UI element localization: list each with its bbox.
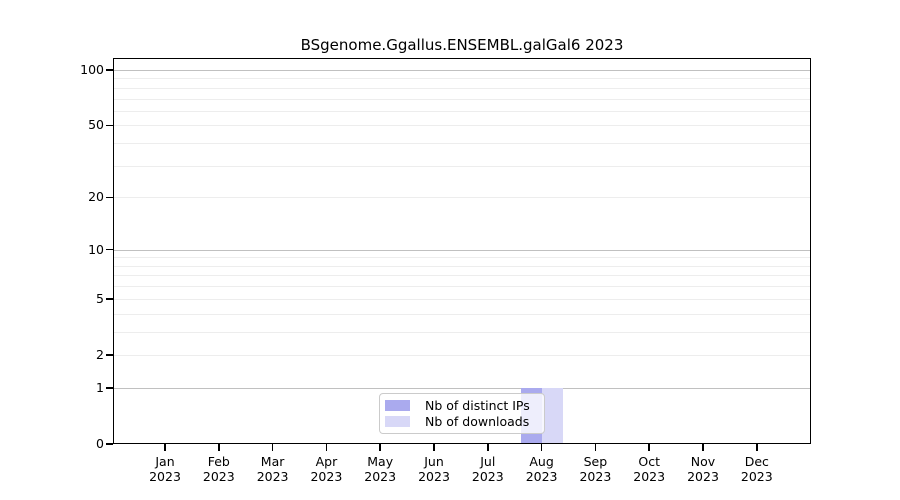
gridline-minor — [114, 143, 810, 145]
gridline-minor — [114, 265, 810, 267]
x-tick-label-year: 2023 — [418, 469, 450, 484]
x-tick-label: Aug 2023 — [510, 454, 574, 484]
x-tick-label: Jan 2023 — [133, 454, 197, 484]
gridline-minor — [114, 98, 810, 100]
y-tick-label: 10 — [88, 241, 104, 257]
x-tick-label: Sep 2023 — [563, 454, 627, 484]
x-tick-label-month: Sep — [583, 454, 608, 469]
x-tick-label-month: May — [367, 454, 394, 469]
gridline-major — [114, 70, 810, 71]
y-tick — [106, 443, 113, 445]
x-tick-label-year: 2023 — [310, 469, 343, 484]
x-tick-label-month: Oct — [638, 454, 660, 469]
x-tick — [218, 444, 220, 451]
x-tick-label-year: 2023 — [579, 469, 612, 484]
gridline-minor — [114, 197, 810, 199]
gridline-minor — [114, 110, 810, 112]
y-tick — [106, 196, 113, 199]
legend-label: Nb of distinct IPs — [425, 398, 530, 413]
x-tick-label: Apr 2023 — [294, 454, 358, 484]
gridline-minor — [114, 78, 810, 80]
y-tick — [106, 354, 113, 356]
x-tick-label-year: 2023 — [364, 469, 397, 484]
gridline-major — [114, 249, 810, 251]
y-tick — [106, 248, 113, 251]
x-tick-label-year: 2023 — [471, 469, 504, 484]
x-tick-label: May 2023 — [348, 454, 412, 484]
x-tick-label-year: 2023 — [202, 469, 235, 484]
x-tick — [164, 444, 166, 451]
y-tick — [106, 69, 113, 71]
x-tick-label-month: Mar — [260, 454, 285, 469]
x-tick-label-year: 2023 — [256, 469, 289, 484]
legend-row: Nb of distinct IPs — [385, 399, 538, 412]
x-tick-label: Mar 2023 — [241, 454, 305, 484]
y-tick — [106, 387, 113, 389]
x-tick — [594, 444, 597, 451]
y-tick-label: 50 — [88, 117, 104, 133]
x-tick — [325, 444, 328, 451]
y-tick-label: 1 — [96, 379, 104, 395]
y-tick — [106, 298, 113, 300]
y-tick-label: 2 — [96, 346, 104, 362]
y-tick-label: 20 — [88, 189, 104, 205]
x-tick-label-month: Aug — [529, 454, 554, 469]
x-tick-label-month: Jun — [424, 454, 444, 469]
x-tick — [702, 444, 704, 451]
x-tick-label-year: 2023 — [740, 469, 773, 484]
legend-swatch — [385, 416, 410, 427]
y-tick-label: 5 — [96, 290, 104, 306]
legend-swatch — [385, 400, 410, 411]
x-tick-label-month: Nov — [690, 454, 716, 469]
x-tick — [379, 444, 381, 451]
gridline-minor — [114, 286, 810, 288]
x-tick-label-year: 2023 — [687, 469, 719, 484]
x-tick-label: Jun 2023 — [402, 454, 466, 484]
x-tick — [540, 444, 543, 451]
x-tick-label: Dec 2023 — [725, 454, 789, 484]
x-tick-label-month: Dec — [744, 454, 769, 469]
gridline-minor — [114, 298, 810, 300]
x-tick-label-year: 2023 — [525, 469, 558, 484]
x-tick-label: Nov 2023 — [671, 454, 735, 484]
gridline-minor — [114, 87, 810, 89]
x-tick — [756, 444, 758, 451]
x-tick — [433, 444, 435, 451]
x-tick — [487, 444, 489, 451]
legend: Nb of distinct IPs Nb of downloads — [379, 393, 545, 434]
x-tick-label-month: Jan — [155, 454, 175, 469]
gridline-minor — [114, 354, 810, 356]
x-tick — [271, 444, 274, 451]
x-tick-label: Jul 2023 — [456, 454, 520, 484]
x-tick — [648, 444, 650, 451]
x-tick-label-month: Feb — [207, 454, 230, 469]
y-tick-label: 100 — [80, 62, 104, 77]
gridline-minor — [114, 275, 810, 277]
gridline-minor — [114, 331, 810, 333]
chart-title: BSgenome.Ggallus.ENSEMBL.galGal6 2023 — [300, 36, 624, 54]
x-tick-label-month: Apr — [315, 454, 338, 469]
gridline-minor — [114, 257, 810, 259]
x-tick-label: Oct 2023 — [617, 454, 681, 484]
y-tick — [106, 124, 113, 127]
y-tick-label: 0 — [96, 436, 104, 451]
gridline-minor — [114, 313, 810, 315]
legend-label: Nb of downloads — [425, 414, 530, 429]
x-tick-label-year: 2023 — [633, 469, 666, 484]
gridline-minor — [114, 165, 810, 167]
x-tick-label-month: Jul — [480, 454, 496, 469]
legend-row: Nb of downloads — [385, 415, 538, 428]
gridline-major — [114, 387, 810, 389]
x-tick-label: Feb 2023 — [187, 454, 251, 484]
gridline-minor — [114, 125, 810, 127]
bar-downloads — [541, 387, 563, 444]
x-tick-label-year: 2023 — [149, 469, 181, 484]
